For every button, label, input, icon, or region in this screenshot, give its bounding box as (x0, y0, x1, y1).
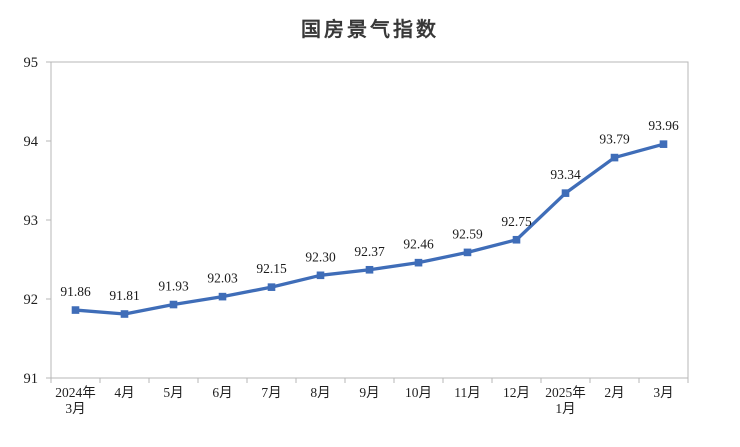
y-axis-label: 94 (24, 134, 39, 150)
x-axis-label: 2025年 1月 (545, 385, 586, 416)
y-axis-label: 93 (24, 213, 39, 229)
data-point-marker (169, 300, 178, 309)
data-point-marker (365, 265, 374, 274)
data-point-marker (659, 140, 668, 148)
chart-title: 国房景气指数 (301, 19, 439, 41)
x-axis-label: 4月 (114, 385, 134, 400)
data-point-label: 92.59 (452, 226, 483, 241)
y-axis-label: 95 (24, 55, 39, 71)
x-axis-label: 5月 (163, 385, 183, 400)
x-axis-label: 2月 (604, 385, 624, 400)
data-point-label: 91.81 (109, 288, 139, 303)
plot-border (50, 61, 689, 379)
data-point-label: 91.93 (158, 279, 189, 294)
data-point-label: 92.75 (501, 214, 532, 229)
data-point-marker (120, 310, 129, 318)
data-point-marker (512, 235, 521, 244)
data-point-marker (316, 271, 325, 280)
x-axis-label: 3月 (653, 385, 673, 400)
data-point-marker (463, 248, 472, 257)
data-point-marker (414, 258, 423, 267)
data-point-label: 93.34 (550, 167, 581, 182)
y-axis-label: 91 (24, 371, 39, 387)
x-axis-label: 9月 (359, 385, 379, 400)
x-axis-label: 8月 (310, 385, 330, 400)
data-point-label: 93.79 (599, 132, 630, 147)
data-point-label: 92.30 (305, 249, 336, 264)
data-point-label: 92.03 (207, 271, 238, 286)
data-point-label: 93.96 (648, 118, 679, 133)
data-point-marker (610, 153, 619, 162)
x-axis-label: 10月 (405, 385, 432, 400)
x-axis-label: 7月 (261, 385, 281, 400)
data-point-marker (561, 189, 570, 197)
data-point-label: 92.15 (256, 261, 287, 276)
y-axis-label: 92 (24, 292, 39, 308)
data-point-marker (218, 292, 227, 301)
x-axis-label: 12月 (503, 385, 530, 400)
x-axis-label: 6月 (212, 385, 232, 400)
data-point-label: 92.37 (354, 244, 385, 259)
data-point-marker (267, 283, 276, 291)
data-point-label: 92.46 (403, 237, 434, 252)
x-axis-label: 2024年 3月 (55, 385, 96, 416)
x-axis-label: 11月 (454, 385, 481, 400)
data-point-label: 91.86 (60, 284, 91, 299)
data-point-marker (71, 306, 80, 314)
